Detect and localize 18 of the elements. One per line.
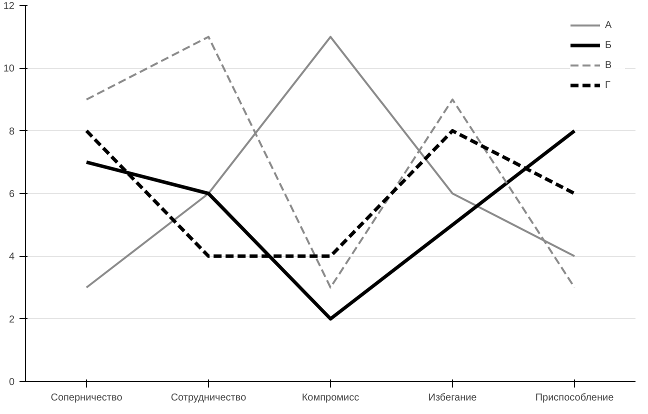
legend-label: Б <box>605 40 613 50</box>
y-tick-label: 10 <box>3 64 15 75</box>
legend-label: Г <box>605 80 612 90</box>
legend-label: В <box>605 60 613 70</box>
y-tick-label: 6 <box>8 189 15 200</box>
y-tick-label: 4 <box>8 252 15 263</box>
x-tick-label: Компромисс <box>302 392 360 404</box>
x-tick-label: Избегание <box>428 392 478 404</box>
legend-label: А <box>605 20 613 30</box>
x-tick-label: Приспособление <box>535 392 614 404</box>
y-tick-label: 0 <box>8 377 15 388</box>
x-tick-label: Соперничество <box>50 392 123 404</box>
line-series <box>86 36 576 288</box>
x-tick-label: Сотрудничество <box>170 392 247 404</box>
line-series <box>84 129 576 321</box>
y-tick-label: 2 <box>8 314 15 326</box>
y-tick-label: 12 <box>3 1 15 12</box>
y-tick-label: 8 <box>8 126 15 138</box>
